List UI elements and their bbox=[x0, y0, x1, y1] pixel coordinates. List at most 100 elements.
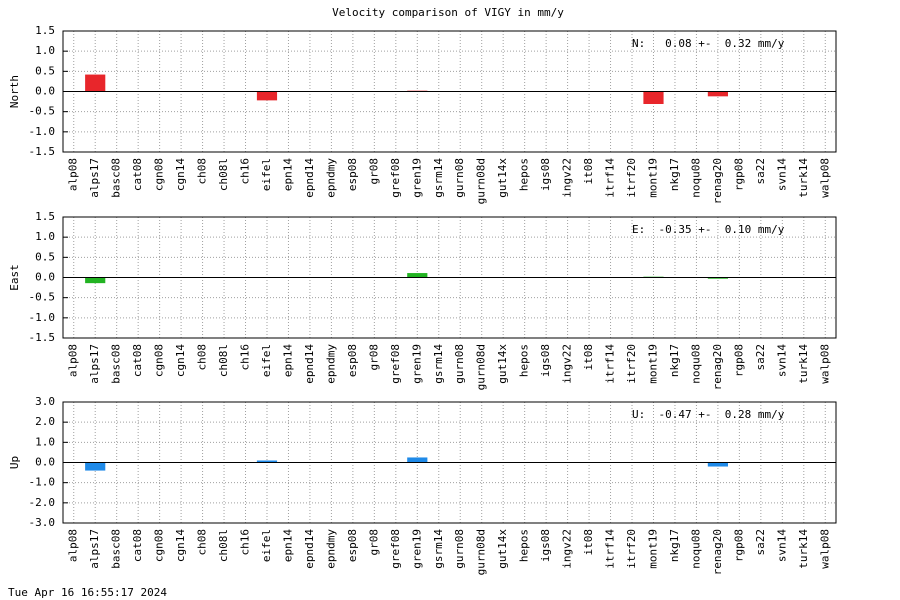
x-tick-label: cat08 bbox=[131, 158, 144, 191]
x-tick-label: it08 bbox=[582, 344, 595, 371]
x-tick-label: basc08 bbox=[110, 529, 123, 569]
x-tick-label: rgp08 bbox=[732, 529, 745, 562]
y-tick-label: 1.5 bbox=[35, 210, 55, 223]
x-tick-label: cat08 bbox=[131, 344, 144, 377]
y-tick-label: 0.5 bbox=[35, 64, 55, 77]
y-tick-label: 0.0 bbox=[35, 456, 55, 469]
x-tick-label: eifel bbox=[260, 529, 273, 562]
x-tick-label: alp08 bbox=[67, 529, 80, 562]
x-tick-label: hepos bbox=[518, 344, 531, 377]
y-tick-label: -2.0 bbox=[29, 496, 56, 509]
x-tick-label: epndmy bbox=[324, 158, 337, 198]
x-tick-label: turk14 bbox=[797, 529, 810, 569]
bar bbox=[256, 460, 278, 463]
x-tick-label: rgp08 bbox=[732, 158, 745, 191]
x-tick-label: gurn08d bbox=[475, 344, 488, 390]
y-tick-label: 0.0 bbox=[35, 271, 55, 284]
x-tick-label: ch08 bbox=[196, 158, 209, 185]
x-tick-label: it08 bbox=[582, 158, 595, 185]
x-tick-label: renag20 bbox=[711, 529, 724, 575]
x-tick-label: ch08l bbox=[217, 344, 230, 377]
x-tick-label: gut14x bbox=[496, 344, 509, 384]
x-tick-label: gurn08 bbox=[453, 344, 466, 384]
x-tick-label: gr08 bbox=[367, 158, 380, 185]
plot-frame bbox=[62, 401, 837, 524]
x-tick-label: igs08 bbox=[539, 529, 552, 562]
x-tick-label: ch16 bbox=[239, 529, 252, 556]
bar bbox=[256, 91, 278, 101]
y-tick-label: 3.0 bbox=[35, 395, 55, 408]
x-tick-label: ingv22 bbox=[561, 158, 574, 198]
y-axis-label: East bbox=[8, 264, 21, 291]
chart-title: Velocity comparison of VIGY in mm/y bbox=[332, 6, 564, 19]
x-tick-label: cgn08 bbox=[153, 344, 166, 377]
y-axis-label: North bbox=[8, 75, 21, 108]
y-tick-label: -1.0 bbox=[29, 125, 56, 138]
x-tick-label: mont19 bbox=[646, 158, 659, 198]
bar bbox=[85, 462, 106, 471]
x-tick-label: itrf14 bbox=[604, 344, 617, 384]
x-tick-label: gut14x bbox=[496, 529, 509, 569]
x-tick-label: epn14 bbox=[281, 529, 294, 562]
x-tick-label: svn14 bbox=[775, 158, 788, 191]
x-tick-label: hepos bbox=[518, 158, 531, 191]
x-tick-label: gref08 bbox=[389, 529, 402, 569]
x-tick-label: esp08 bbox=[346, 344, 359, 377]
x-tick-label: ingv22 bbox=[561, 344, 574, 384]
x-tick-label: itrf14 bbox=[604, 158, 617, 198]
bar bbox=[407, 273, 428, 278]
x-tick-label: gr08 bbox=[367, 529, 380, 556]
x-tick-label: basc08 bbox=[110, 344, 123, 384]
y-tick-label: -1.5 bbox=[29, 145, 56, 158]
x-tick-label: epndmy bbox=[324, 529, 337, 569]
x-tick-label: alp08 bbox=[67, 158, 80, 191]
x-tick-label: renag20 bbox=[711, 344, 724, 390]
x-tick-label: gsrm14 bbox=[432, 344, 445, 384]
x-tick-label: hepos bbox=[518, 529, 531, 562]
y-tick-label: -1.0 bbox=[29, 476, 56, 489]
x-tick-label: nkg17 bbox=[668, 529, 681, 562]
x-tick-label: gref08 bbox=[389, 344, 402, 384]
x-tick-label: turk14 bbox=[797, 344, 810, 384]
y-tick-label: 1.0 bbox=[35, 44, 55, 57]
y-tick-label: -3.0 bbox=[29, 516, 56, 529]
x-tick-label: mont19 bbox=[646, 529, 659, 569]
x-tick-label: alps17 bbox=[88, 529, 101, 569]
x-tick-label: sa22 bbox=[754, 529, 767, 556]
x-tick-label: ch08l bbox=[217, 158, 230, 191]
x-tick-label: nkg17 bbox=[668, 158, 681, 191]
x-tick-label: it08 bbox=[582, 529, 595, 556]
annotation: N: 0.08 +- 0.32 mm/y bbox=[632, 37, 785, 50]
x-tick-label: cat08 bbox=[131, 529, 144, 562]
x-tick-label: esp08 bbox=[346, 158, 359, 191]
bar bbox=[707, 277, 728, 279]
x-tick-label: gurn08 bbox=[453, 158, 466, 198]
y-tick-label: -0.5 bbox=[29, 105, 56, 118]
x-tick-label: gurn08d bbox=[475, 529, 488, 575]
x-tick-label: alps17 bbox=[88, 344, 101, 384]
x-tick-label: gurn08 bbox=[453, 529, 466, 569]
annotation: U: -0.47 +- 0.28 mm/y bbox=[632, 408, 785, 421]
x-tick-label: cgn08 bbox=[153, 529, 166, 562]
x-tick-label: cgn14 bbox=[174, 344, 187, 377]
bar bbox=[643, 91, 664, 105]
x-tick-label: noqu08 bbox=[689, 529, 702, 569]
y-tick-label: 0.0 bbox=[35, 85, 55, 98]
x-tick-label: gurn08d bbox=[475, 158, 488, 204]
x-tick-label: itrf20 bbox=[625, 158, 638, 198]
x-tick-label: mont19 bbox=[646, 344, 659, 384]
x-tick-label: nkg17 bbox=[668, 344, 681, 377]
plot-frame bbox=[62, 216, 837, 339]
x-tick-label: gsrm14 bbox=[432, 158, 445, 198]
x-tick-label: alps17 bbox=[88, 158, 101, 198]
x-tick-label: gren19 bbox=[410, 158, 423, 198]
x-tick-label: gut14x bbox=[496, 158, 509, 198]
x-tick-label: gren19 bbox=[410, 529, 423, 569]
plot-frame bbox=[62, 30, 837, 153]
x-tick-label: ch08 bbox=[196, 344, 209, 371]
y-tick-label: 0.5 bbox=[35, 250, 55, 263]
x-tick-label: noqu08 bbox=[689, 158, 702, 198]
x-tick-label: sa22 bbox=[754, 158, 767, 185]
bar bbox=[707, 462, 728, 467]
